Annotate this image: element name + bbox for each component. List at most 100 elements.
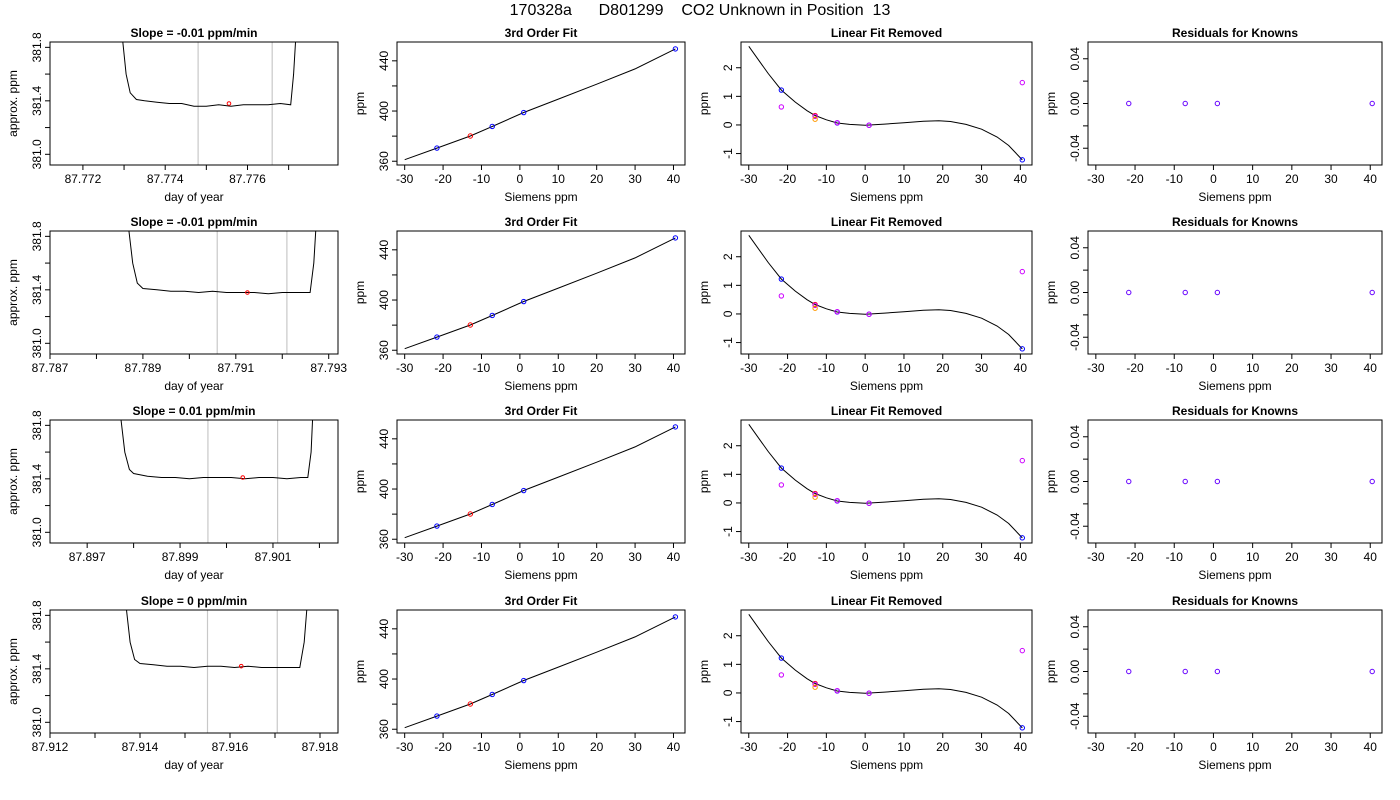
plot-frame bbox=[740, 41, 1033, 166]
x-axis-label: Siemens ppm bbox=[850, 568, 923, 582]
x-tick-label: 10 bbox=[552, 361, 566, 375]
data-point bbox=[866, 311, 872, 317]
y-axis-label: approx. ppm bbox=[6, 638, 20, 705]
data-point bbox=[778, 87, 785, 93]
x-tick-label: 87.776 bbox=[229, 172, 266, 186]
plot-area bbox=[748, 424, 1025, 541]
data-point bbox=[672, 424, 679, 430]
x-tick-label: 10 bbox=[1246, 361, 1260, 375]
x-tick-label: 0 bbox=[517, 361, 524, 375]
data-point bbox=[1214, 668, 1221, 675]
y-tick-label: 0 bbox=[721, 121, 735, 128]
data-point bbox=[834, 119, 840, 126]
y-tick-label: 400 bbox=[377, 479, 391, 499]
plot-frame bbox=[49, 419, 339, 544]
data-point bbox=[489, 123, 495, 130]
y-axis-label: ppm bbox=[1044, 470, 1058, 493]
y-tick-label: 0 bbox=[721, 499, 735, 506]
plot-frame bbox=[1087, 41, 1383, 166]
x-tick-label: 0 bbox=[1210, 361, 1217, 375]
x-tick-label: 0 bbox=[517, 550, 524, 564]
x-tick-label: -20 bbox=[1126, 361, 1144, 375]
x-tick-label: 10 bbox=[897, 361, 911, 375]
x-tick-label: 20 bbox=[590, 740, 604, 754]
x-tick-label: 20 bbox=[936, 740, 950, 754]
series-line bbox=[404, 48, 676, 161]
x-tick-label: -30 bbox=[396, 361, 414, 375]
y-axis-label: ppm bbox=[1044, 92, 1058, 115]
series-line bbox=[748, 424, 1023, 539]
x-tick-label: -10 bbox=[473, 361, 491, 375]
y-tick-label: 381.0 bbox=[30, 328, 44, 358]
y-tick-label: 0 bbox=[721, 689, 735, 696]
x-tick-label: -30 bbox=[740, 172, 758, 186]
plot-frame bbox=[49, 230, 339, 355]
plot-area bbox=[122, 42, 297, 165]
panel-r3-fit: 3rd Order Fit -30 -20 -10 0 10 20 30 40 360 400 440… bbox=[353, 404, 686, 582]
y-tick-label: 2 bbox=[721, 442, 735, 449]
panel-title: Slope = -0.01 ppm/min bbox=[130, 26, 257, 40]
x-tick-label: 0 bbox=[862, 361, 869, 375]
x-tick-label: -30 bbox=[740, 740, 758, 754]
x-tick-label: 30 bbox=[628, 172, 642, 186]
data-point bbox=[812, 116, 818, 122]
y-tick-label: -1 bbox=[721, 716, 735, 727]
data-point bbox=[812, 494, 818, 500]
x-tick-label: 40 bbox=[1364, 740, 1378, 754]
panel-r1-time: Slope = -0.01 ppm/min 87.772 87.774 87.776 3… bbox=[6, 26, 339, 204]
y-axis-label: ppm bbox=[1044, 660, 1058, 683]
plot-frame bbox=[396, 419, 686, 544]
x-tick-label: 30 bbox=[1324, 550, 1338, 564]
x-tick-label: 0 bbox=[1210, 740, 1217, 754]
data-point bbox=[812, 113, 818, 120]
panel-r4-lin: Linear Fit Removed-30 -20 -10 0 10 20 30 40-101… bbox=[697, 594, 1033, 772]
x-tick-label: 10 bbox=[1246, 550, 1260, 564]
x-tick-label: 20 bbox=[936, 172, 950, 186]
x-tick-label: 20 bbox=[1285, 550, 1299, 564]
x-tick-label: 20 bbox=[590, 172, 604, 186]
y-tick-label: 0.00 bbox=[1068, 469, 1082, 493]
panel-r3-lin: Linear Fit Removed-30 -20 -10 0 10 20 30 40-101… bbox=[697, 404, 1033, 582]
y-tick-label: 381.4 bbox=[30, 274, 44, 304]
data-point bbox=[1126, 668, 1132, 675]
panel-title: 3rd Order Fit bbox=[505, 594, 578, 608]
data-point bbox=[489, 312, 495, 319]
panel-title: Linear Fit Removed bbox=[831, 215, 942, 229]
y-tick-label: 360 bbox=[377, 719, 391, 739]
data-point bbox=[672, 46, 679, 52]
y-tick-label: 0.04 bbox=[1068, 615, 1082, 639]
data-point bbox=[1214, 289, 1221, 296]
plot-area bbox=[748, 235, 1025, 352]
plot-area bbox=[404, 424, 679, 539]
x-tick-label: 30 bbox=[628, 550, 642, 564]
plot-frame bbox=[49, 41, 339, 166]
y-tick-label: 400 bbox=[377, 290, 391, 310]
y-axis-label: approx. ppm bbox=[6, 259, 20, 326]
x-axis-label: Siemens ppm bbox=[850, 379, 923, 393]
x-tick-label: 40 bbox=[1364, 361, 1378, 375]
series-line bbox=[125, 610, 308, 669]
x-tick-label: 87.793 bbox=[310, 361, 347, 375]
panel-title: Residuals for Knowns bbox=[1172, 215, 1298, 229]
plot-frame bbox=[396, 609, 686, 734]
x-tick-label: -10 bbox=[1166, 172, 1184, 186]
y-tick-label: 0.04 bbox=[1068, 236, 1082, 260]
x-tick-label: 20 bbox=[590, 361, 604, 375]
series-line bbox=[404, 426, 676, 539]
panel-r4-time: Slope = 0 ppm/min 87.912 87.914 87.916 87.91… bbox=[6, 594, 339, 772]
data-point bbox=[434, 713, 440, 719]
panel-r4-fit: 3rd Order Fit -30 -20 -10 0 10 20 30 40 360 400 440… bbox=[353, 594, 686, 772]
x-tick-label: 40 bbox=[1014, 740, 1028, 754]
plot-frame bbox=[1087, 609, 1383, 734]
plot-area bbox=[1126, 100, 1375, 107]
x-tick-label: 87.912 bbox=[32, 740, 69, 754]
y-tick-label: 381.8 bbox=[30, 410, 44, 440]
panel-r1-fit: 3rd Order Fit -30 -20 -10 0 10 20 30 40 360 400 440… bbox=[353, 26, 686, 204]
data-point bbox=[834, 687, 840, 694]
x-tick-label: -10 bbox=[818, 740, 836, 754]
plot-area bbox=[1126, 289, 1375, 296]
y-tick-label: 0.04 bbox=[1068, 425, 1082, 449]
data-point bbox=[866, 500, 872, 506]
y-axis-label: ppm bbox=[697, 470, 711, 493]
plot-frame bbox=[49, 609, 339, 734]
